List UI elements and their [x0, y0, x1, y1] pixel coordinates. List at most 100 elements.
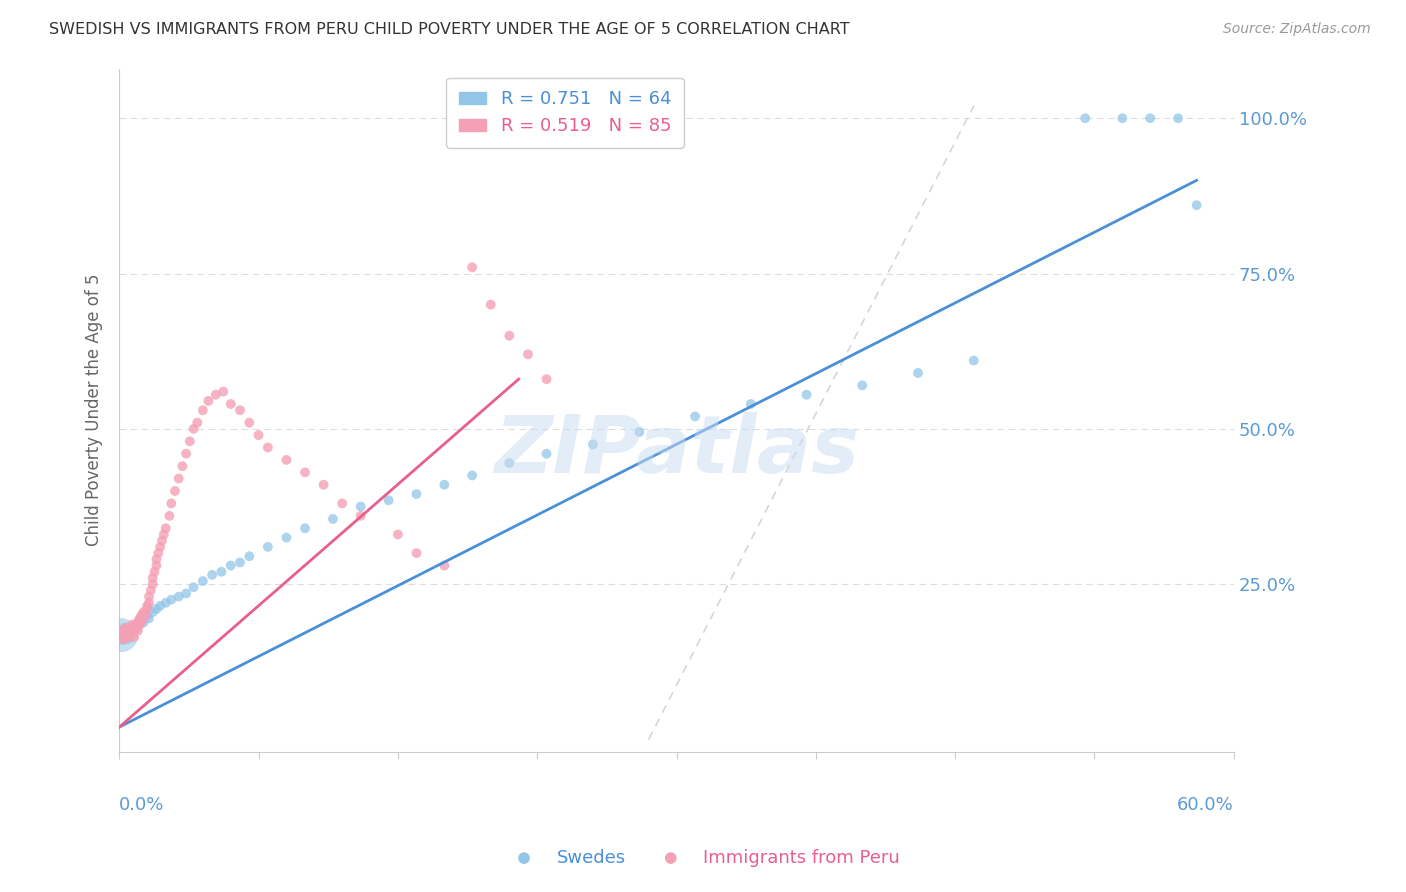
Point	[121, 617, 143, 632]
Point	[479, 297, 502, 311]
Point	[796, 387, 818, 401]
Point	[433, 558, 456, 573]
Point	[963, 353, 986, 368]
Point	[205, 387, 228, 401]
Point	[115, 628, 138, 642]
Legend: R = 0.751   N = 64, R = 0.519   N = 85: R = 0.751 N = 64, R = 0.519 N = 85	[447, 78, 683, 148]
Point	[628, 425, 651, 439]
Point	[132, 605, 155, 619]
Point	[120, 624, 142, 638]
Point	[163, 483, 186, 498]
Point	[117, 624, 139, 638]
Text: ZIPatlas: ZIPatlas	[494, 412, 859, 491]
Point	[121, 622, 143, 636]
Point	[145, 602, 167, 616]
Point	[145, 552, 167, 566]
Point	[209, 565, 232, 579]
Point	[219, 558, 242, 573]
Point	[1111, 112, 1133, 126]
Point	[167, 471, 190, 485]
Point	[122, 630, 145, 644]
Point	[110, 630, 132, 644]
Point	[117, 624, 139, 639]
Point	[142, 605, 165, 619]
Point	[238, 549, 260, 564]
Point	[128, 615, 150, 629]
Point	[150, 533, 173, 548]
Point	[115, 622, 138, 636]
Point	[115, 621, 138, 635]
Point	[117, 628, 139, 642]
Point	[191, 574, 214, 588]
Point	[294, 521, 316, 535]
Text: Source: ZipAtlas.com: Source: ZipAtlas.com	[1223, 22, 1371, 37]
Point	[122, 622, 145, 636]
Point	[111, 628, 134, 642]
Point	[160, 592, 183, 607]
Point	[143, 565, 166, 579]
Point	[516, 347, 538, 361]
Point	[149, 599, 172, 613]
Text: SWEDISH VS IMMIGRANTS FROM PERU CHILD POVERTY UNDER THE AGE OF 5 CORRELATION CHA: SWEDISH VS IMMIGRANTS FROM PERU CHILD PO…	[49, 22, 849, 37]
Point	[114, 622, 136, 636]
Point	[117, 630, 139, 644]
Point	[120, 627, 142, 641]
Point	[110, 630, 132, 644]
Point	[128, 611, 150, 625]
Point	[121, 619, 143, 633]
Point	[155, 521, 177, 535]
Point	[134, 608, 156, 623]
Point	[114, 632, 136, 646]
Point	[117, 627, 139, 641]
Point	[120, 621, 142, 635]
Point	[125, 617, 148, 632]
Point	[127, 624, 149, 638]
Point	[433, 477, 456, 491]
Point	[142, 571, 165, 585]
Legend: Swedes, Immigrants from Peru: Swedes, Immigrants from Peru	[499, 842, 907, 874]
Point	[405, 546, 427, 560]
Point	[110, 627, 132, 641]
Point	[498, 456, 520, 470]
Point	[212, 384, 235, 399]
Point	[536, 372, 558, 386]
Point	[114, 632, 136, 646]
Point	[142, 577, 165, 591]
Y-axis label: Child Poverty Under the Age of 5: Child Poverty Under the Age of 5	[86, 274, 103, 547]
Point	[122, 619, 145, 633]
Point	[179, 434, 201, 449]
Point	[110, 625, 132, 640]
Point	[276, 453, 298, 467]
Point	[120, 628, 142, 642]
Point	[536, 447, 558, 461]
Point	[136, 608, 159, 623]
Point	[186, 416, 208, 430]
Point	[257, 540, 280, 554]
Point	[131, 608, 153, 623]
Point	[322, 512, 344, 526]
Point	[201, 567, 224, 582]
Point	[683, 409, 706, 424]
Point	[127, 617, 149, 632]
Point	[131, 615, 153, 629]
Point	[115, 627, 138, 641]
Point	[350, 500, 373, 514]
Point	[172, 459, 194, 474]
Point	[117, 625, 139, 640]
Point	[111, 633, 134, 648]
Point	[111, 632, 134, 646]
Point	[330, 496, 353, 510]
Point	[155, 596, 177, 610]
Point	[197, 393, 219, 408]
Point	[148, 546, 170, 560]
Point	[132, 611, 155, 625]
Point	[114, 625, 136, 640]
Point	[312, 477, 335, 491]
Point	[174, 586, 197, 600]
Point	[111, 628, 134, 642]
Point	[350, 508, 373, 523]
Point	[111, 624, 134, 638]
Point	[122, 624, 145, 638]
Point	[174, 447, 197, 461]
Point	[294, 466, 316, 480]
